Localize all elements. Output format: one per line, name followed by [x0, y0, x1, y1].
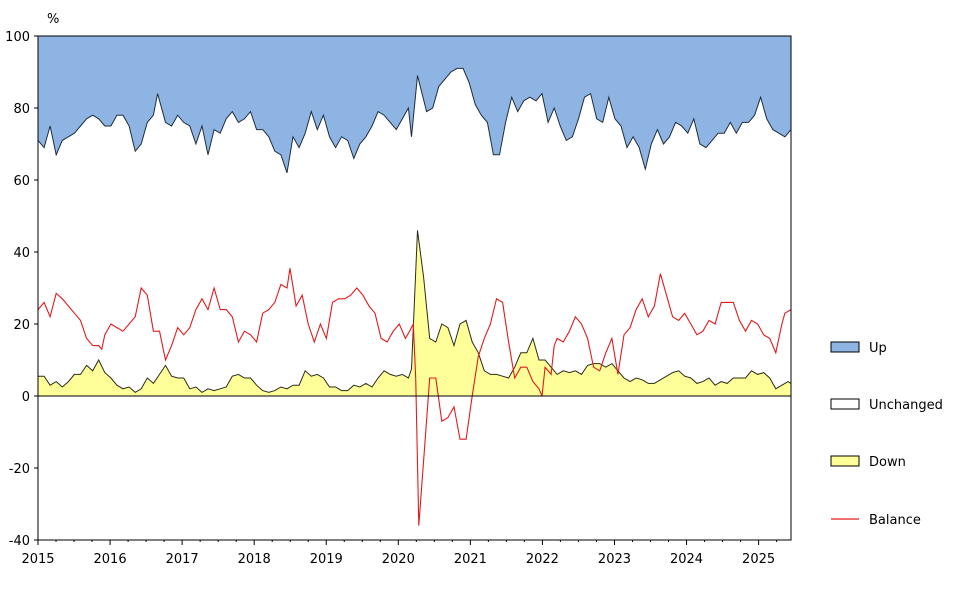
up-line — [37, 67, 792, 173]
x-tick-label: 2015 — [21, 552, 54, 567]
legend-label-down: Down — [869, 455, 906, 470]
down-line — [38, 230, 792, 394]
y-tick-label: 20 — [13, 318, 30, 333]
down-area — [38, 230, 791, 396]
y-tick-label: 100 — [5, 30, 30, 45]
y-tick-label: -20 — [9, 462, 30, 477]
x-tick-label: 2016 — [94, 552, 127, 567]
legend-label-unchanged: Unchanged — [869, 398, 943, 413]
x-tick-label: 2022 — [526, 552, 559, 567]
legend-label-up: Up — [869, 341, 887, 356]
legend-swatch-unchanged — [830, 398, 860, 410]
x-tick-label: 2020 — [382, 552, 415, 567]
legend-swatch-up — [830, 341, 860, 353]
x-tick-label: 2023 — [598, 552, 631, 567]
y-tick-label: 80 — [13, 102, 30, 117]
x-tick-label: 2025 — [742, 552, 775, 567]
y-tick-label: 40 — [13, 246, 30, 261]
legend-label-balance: Balance — [869, 513, 921, 528]
x-tick-label: 2019 — [310, 552, 343, 567]
plot-frame — [37, 35, 792, 541]
x-tick-label: 2021 — [454, 552, 487, 567]
y-tick-label: -40 — [9, 534, 30, 549]
legend-swatch-down — [830, 455, 860, 467]
balance-line — [37, 268, 792, 526]
y-tick-label: 0 — [22, 390, 30, 405]
x-tick-label: 2018 — [238, 552, 271, 567]
x-tick-label: 2024 — [670, 552, 703, 567]
y-tick-label: 60 — [13, 174, 30, 189]
unit-label: % — [47, 12, 59, 27]
x-tick-label: 2017 — [166, 552, 199, 567]
